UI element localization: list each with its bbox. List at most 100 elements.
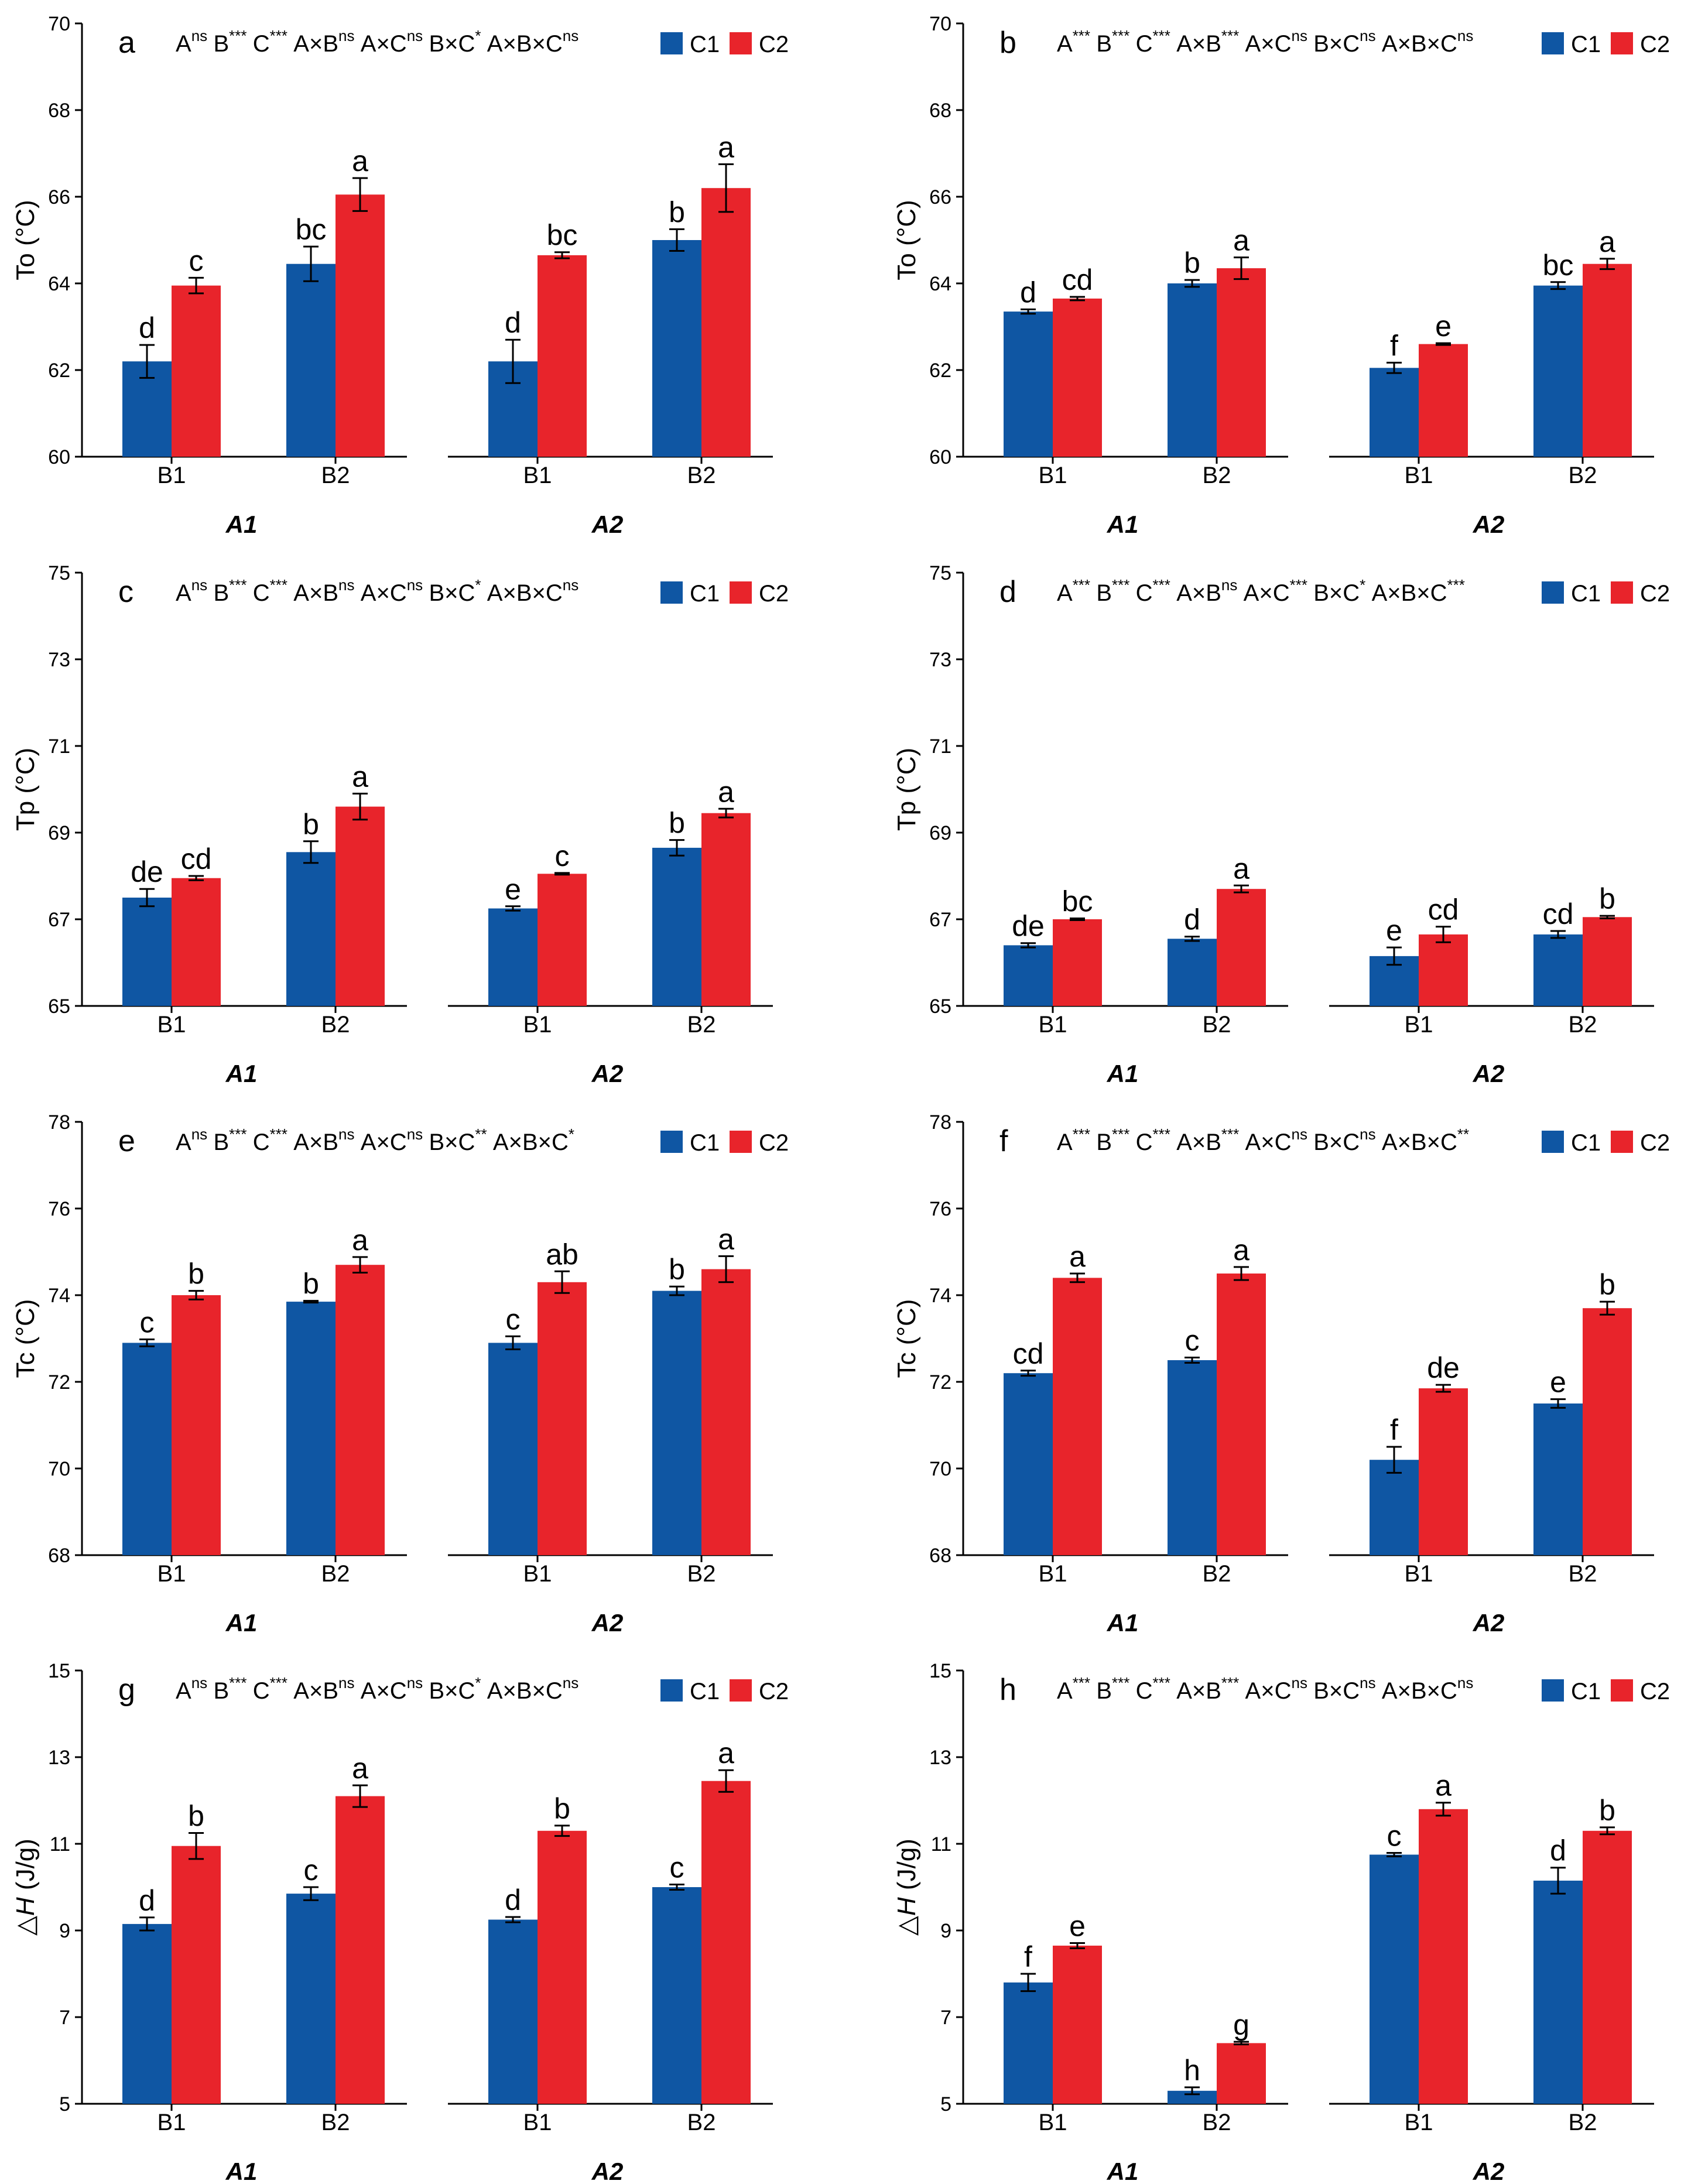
y-tick-label: 78 [48, 1111, 70, 1134]
significance-letter: f [1024, 1940, 1032, 1973]
significance-letter: c [1387, 1820, 1402, 1853]
group-label: A2 [1473, 2158, 1505, 2184]
bar-c2 [1217, 268, 1266, 457]
y-tick-label: 67 [48, 909, 70, 931]
significance-letter: f [1390, 329, 1398, 362]
effect-level: *** [1153, 1125, 1170, 1143]
panel-g: 5 7 9 11 13 15 △H (J/g) B1 d b B2 c a A1 B1 d b B2 c a A2 g An… [11, 1660, 789, 2184]
x-tick-label: B2 [687, 2110, 716, 2135]
y-tick-label: 13 [929, 1747, 951, 1769]
x-tick-label: B1 [523, 2110, 552, 2135]
x-tick-label: B2 [1203, 1012, 1231, 1038]
effect-level: *** [1153, 1674, 1170, 1692]
legend-swatch-c1 [660, 1679, 683, 1702]
x-tick-label: B1 [1039, 463, 1067, 488]
effect-name: B×C [429, 31, 475, 57]
bar-c2 [336, 1796, 385, 2104]
legend-label-c2: C2 [759, 581, 789, 607]
effect-level: ns [1360, 27, 1375, 44]
y-tick-label: 13 [48, 1747, 70, 1769]
y-axis-title-part: Tp (°C) [892, 748, 921, 831]
significance-letter: b [188, 1258, 204, 1290]
effect-level: ns [563, 576, 578, 594]
y-axis-title: △H (J/g) [11, 1839, 40, 1936]
bar-c1 [1533, 1880, 1583, 2104]
significance-letter: c [1185, 1324, 1200, 1357]
effect-name: A×B×C [1382, 31, 1457, 57]
y-axis-title-part: To (°C) [11, 200, 40, 280]
significance-letter: e [1069, 1909, 1086, 1942]
effect-name: A×B×C [493, 1129, 569, 1155]
significance-letter: c [506, 1303, 521, 1336]
significance-letter: ab [546, 1238, 578, 1271]
y-tick-label: 62 [48, 360, 70, 382]
effect-name: B [1096, 1129, 1112, 1155]
effect-name: A [1057, 1129, 1073, 1155]
x-tick-label: B1 [523, 1561, 552, 1587]
significance-letter: b [1599, 1794, 1615, 1827]
x-tick-label: B1 [1405, 1012, 1433, 1038]
x-tick-label: B2 [687, 1561, 716, 1587]
significance-letter: cd [1428, 894, 1459, 926]
effect-level: ns [1457, 1674, 1473, 1692]
effect-level: *** [1073, 576, 1090, 594]
bar-c2 [336, 806, 385, 1006]
x-tick-label: B1 [158, 463, 186, 488]
bar-c2 [1053, 1278, 1102, 1555]
y-tick-label: 71 [929, 735, 951, 758]
bar-c2 [538, 1282, 587, 1555]
significance-letter: a [718, 775, 734, 808]
effect-level: ns [1221, 576, 1237, 594]
bar-c1 [488, 908, 538, 1006]
significance-letter: b [188, 1800, 204, 1833]
x-tick-label: B1 [1039, 1012, 1067, 1038]
significance-letter: b [1599, 1268, 1615, 1301]
effect-level: ns [1291, 1125, 1307, 1143]
effect-level: * [475, 576, 481, 594]
legend-swatch-c1 [660, 1131, 683, 1153]
y-tick-label: 65 [929, 995, 951, 1018]
x-tick-label: B1 [158, 1561, 186, 1587]
x-tick-label: B2 [687, 1012, 716, 1038]
effect-level: ns [407, 576, 423, 594]
bar-c1 [652, 240, 701, 457]
bar-c2 [1217, 1274, 1266, 1555]
y-tick-label: 74 [48, 1285, 70, 1307]
bar-c1 [1533, 934, 1583, 1006]
effect-name: B×C [1313, 580, 1360, 606]
effect-level: ns [338, 1125, 354, 1143]
significance-text: Ans B*** C*** A×Bns A×Cns B×C* A×B×Cns [176, 27, 578, 57]
bar-c2 [1419, 1809, 1468, 2104]
effect-level: * [475, 27, 481, 44]
effect-name: A×B [1176, 1678, 1221, 1704]
bar-c2 [1583, 1308, 1632, 1555]
legend-swatch-c2 [1611, 581, 1633, 604]
significance-letter: b [669, 807, 685, 840]
effect-level: ns [407, 1674, 423, 1692]
panel-letter: a [118, 26, 135, 60]
significance-letter: a [1233, 224, 1249, 257]
effect-name: A×B×C [1382, 1678, 1457, 1704]
effect-name: B×C [429, 1129, 475, 1155]
effect-name: A×C [361, 31, 407, 57]
y-tick-label: 5 [940, 2093, 951, 2115]
bar-c1 [286, 852, 336, 1006]
effect-name: A×B×C [487, 31, 563, 57]
effect-level: ns [338, 576, 354, 594]
y-axis-title-part: H [11, 1897, 40, 1916]
effect-level: *** [1073, 1125, 1090, 1143]
legend-label-c2: C2 [1640, 32, 1670, 57]
significance-letter: b [669, 1253, 685, 1286]
y-tick-label: 76 [48, 1198, 70, 1220]
effect-level: ns [1457, 27, 1473, 44]
x-tick-label: B1 [158, 1012, 186, 1038]
significance-letter: b [1599, 882, 1615, 915]
x-tick-label: B2 [1203, 1561, 1231, 1587]
legend-label-c1: C1 [690, 1130, 720, 1156]
effect-name: B [213, 580, 229, 606]
effect-level: ns [338, 27, 354, 44]
effect-level: *** [229, 1125, 247, 1143]
group-label: A1 [225, 1609, 258, 1637]
group-label: A1 [1107, 1609, 1139, 1637]
group-label: A2 [591, 2158, 624, 2184]
